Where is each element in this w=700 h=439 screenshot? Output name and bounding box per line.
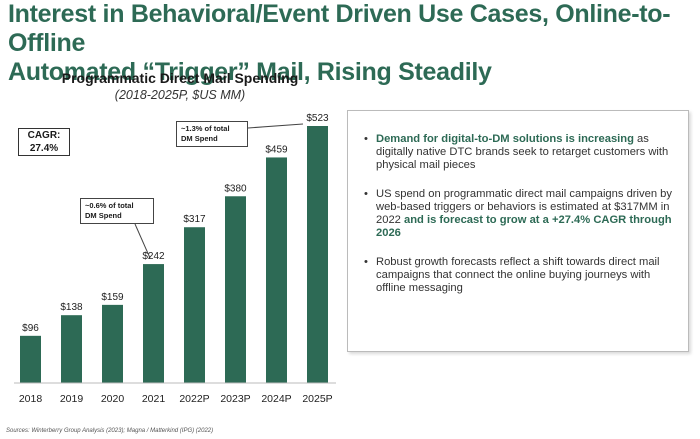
chart-subtitle: (2018-2025P, $US MM) (114, 88, 246, 102)
x-tick-2019: 2019 (60, 393, 84, 405)
data-label-2021: $242 (142, 251, 165, 262)
callout-2021-line-2: DM Spend (85, 211, 122, 220)
x-tick-2020: 2020 (101, 393, 125, 405)
bar-2025P (307, 126, 328, 383)
insight-bullet-1: Demand for digital-to-DM solutions is in… (362, 133, 674, 172)
x-tick-2018: 2018 (19, 393, 43, 405)
insight-bullet-3: Robust growth forecasts reflect a shift … (362, 256, 674, 295)
bar-2020 (102, 304, 123, 383)
page-title: Interest in Behavioral/Event Driven Use … (8, 0, 698, 87)
data-label-2022P: $317 (183, 214, 206, 225)
insight-bullet-2-bold: and is forecast to grow at a +27.4% CAGR… (376, 214, 672, 239)
page-title-line-2: Automated “Trigger” Mail, Rising Steadil… (8, 58, 492, 86)
callout-connectors (134, 123, 304, 259)
bar-2021 (143, 264, 164, 383)
callout-2021-line-1: ~0.6% of total (85, 201, 134, 210)
data-label-2024P: $459 (265, 144, 288, 155)
cagr-label: CAGR: (27, 130, 61, 141)
bar-2019 (61, 315, 82, 383)
insight-bullet-2-text: US spend on programmatic direct mail cam… (376, 188, 672, 226)
insight-bullet-1-bold: Demand for digital-to-DM solutions is in… (376, 133, 634, 145)
x-tick-2022P: 2022P (179, 393, 209, 405)
source-note: Sources: Winterberry Group Analysis (202… (6, 428, 214, 434)
data-label-2020: $159 (101, 292, 124, 303)
insight-bullet-2: US spend on programmatic direct mail cam… (362, 188, 674, 240)
x-tick-2023P: 2023P (220, 393, 250, 405)
callout-2021: ~0.6% of total DM Spend (80, 198, 154, 224)
data-label-2025P: $523 (306, 113, 329, 124)
callout-connector-2025 (247, 123, 304, 129)
bar-2023P (225, 196, 246, 383)
data-label-2023P: $380 (224, 183, 247, 194)
x-tick-2021: 2021 (142, 393, 166, 405)
callout-2025-line-2: DM Spend (181, 134, 218, 143)
bar-2022P (184, 227, 205, 383)
x-tick-2024P: 2024P (261, 393, 291, 405)
bar-2024P (266, 157, 287, 383)
data-label-2019: $138 (60, 302, 83, 313)
page-title-line-1: Interest in Behavioral/Event Driven Use … (8, 0, 671, 57)
insight-bullet-1-text: as digitally native DTC brands seek to r… (376, 133, 669, 171)
cagr-box: CAGR: 27.4% (18, 128, 70, 156)
data-label-2018: $96 (22, 323, 39, 334)
callout-2025-line-1: ~1.3% of total (181, 124, 230, 133)
chart-title: Programmatic Direct Mail Spending (61, 70, 299, 86)
bar-chart: $96 $138 $159 $242 $317 $380 $459 $523 2018 2019… (14, 113, 336, 405)
bar-2018 (20, 335, 41, 383)
callout-2025: ~1.3% of total DM Spend (176, 121, 248, 147)
x-tick-2025P: 2025P (302, 393, 332, 405)
insights-panel: Demand for digital-to-DM solutions is in… (347, 110, 689, 352)
insight-bullet-3-text: Robust growth forecasts reflect a shift … (376, 256, 660, 294)
cagr-value: 27.4% (29, 143, 59, 154)
callout-connector-2021 (134, 223, 151, 259)
